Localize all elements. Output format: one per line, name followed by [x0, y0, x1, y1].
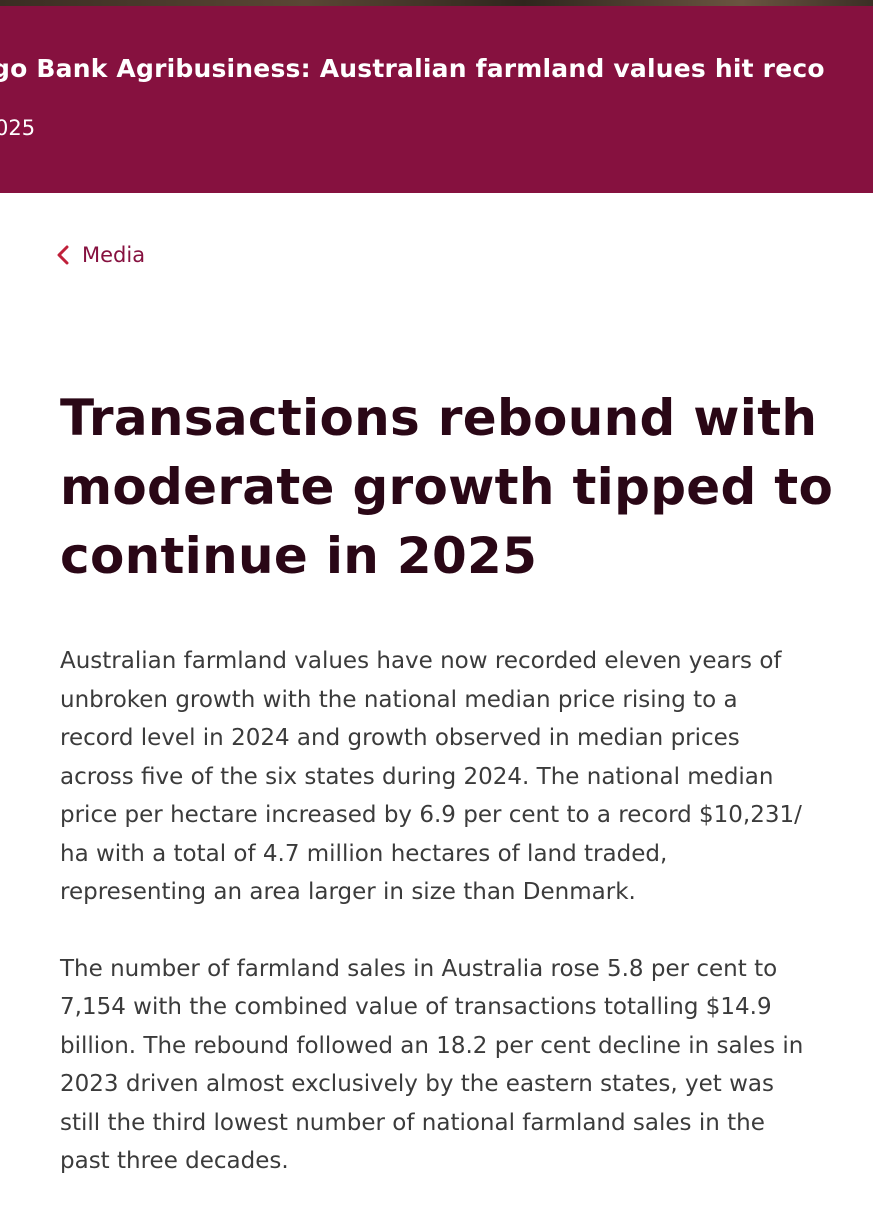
paragraph-line: 2023 driven almost exclusively by the ea…	[60, 1071, 774, 1097]
hero-banner: go Bank Agribusiness: Australian farmlan…	[0, 6, 873, 193]
paragraph-line: price per hectare increased by 6.9 per c…	[60, 802, 802, 828]
page-title-line: continue in 2025	[60, 527, 538, 585]
paragraph-line: 7,154 with the combined value of transac…	[60, 994, 772, 1020]
paragraph-line: The number of farmland sales in Australi…	[60, 955, 778, 982]
page-title: Transactions rebound with moderate growt…	[60, 384, 860, 591]
article-paragraph: Australian farmland values have now reco…	[60, 642, 860, 912]
page-title-line: moderate growth tipped to	[60, 458, 834, 516]
paragraph-line: past three decades.	[60, 1148, 289, 1174]
paragraph-line: record level in 2024 and growth observed…	[60, 725, 740, 751]
article-paragraph: The number of farmland sales in Australi…	[60, 950, 860, 1181]
paragraph-line: ha with a total of 4.7 million hectares …	[60, 840, 668, 867]
hero-date: 025	[0, 116, 36, 140]
paragraph-line: billion. The rebound followed an 18.2 pe…	[60, 1032, 804, 1059]
article-body: Australian farmland values have now reco…	[60, 642, 860, 1219]
back-link-label: Media	[82, 243, 146, 267]
paragraph-line: across five of the six states during 202…	[60, 763, 774, 790]
paragraph-line: representing an area larger in size than…	[60, 879, 636, 905]
paragraph-line: still the third lowest number of nationa…	[60, 1109, 765, 1136]
hero-title: go Bank Agribusiness: Australian farmlan…	[0, 54, 825, 83]
chevron-left-icon	[56, 244, 70, 266]
page-title-line: Transactions rebound with	[60, 389, 818, 447]
header-photo-strip	[0, 0, 873, 6]
back-to-media-link[interactable]: Media	[56, 240, 145, 270]
paragraph-line: Australian farmland values have now reco…	[60, 648, 782, 674]
paragraph-line: unbroken growth with the national median…	[60, 686, 738, 713]
